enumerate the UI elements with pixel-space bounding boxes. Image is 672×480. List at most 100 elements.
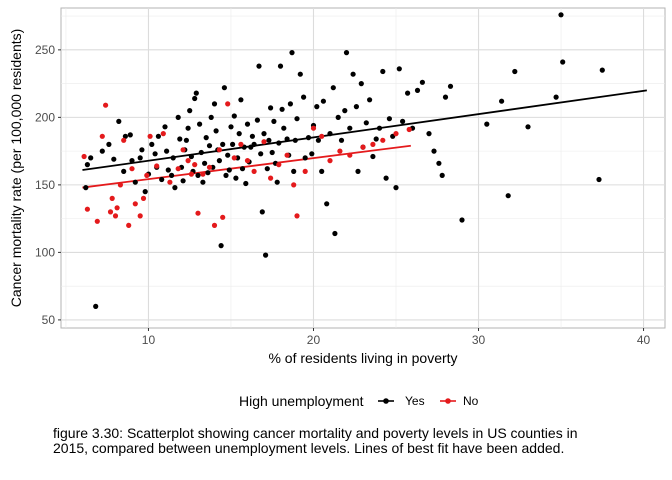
data-point-no [180,147,186,153]
data-point-yes [137,155,143,161]
y-tick-label: 100 [35,245,55,259]
data-point-yes [149,141,155,147]
data-point-no [360,144,366,150]
data-point-no [94,218,100,224]
data-point-yes [439,172,445,178]
data-point-yes [386,116,392,122]
data-point-yes [211,101,218,107]
data-point-no [231,155,237,161]
data-point-yes [164,148,170,154]
data-point-yes [226,167,232,173]
data-point-yes [281,125,287,131]
data-point-no [107,209,114,215]
data-point-yes [324,201,330,207]
data-point-yes [169,172,175,178]
data-point-yes [165,167,171,173]
data-points [81,12,605,309]
data-point-no [167,179,173,185]
data-point-yes [335,114,341,120]
data-point-yes [370,153,376,160]
data-point-no [291,182,297,188]
data-point-yes [202,160,208,166]
data-point-yes [244,121,251,127]
data-point-no [380,137,386,143]
data-point-yes [99,148,105,154]
data-point-yes [233,175,239,181]
data-point-yes [228,124,234,130]
data-point-yes [200,179,206,185]
y-tick-label: 200 [35,110,55,124]
y-tick-label: 150 [35,178,55,192]
data-point-yes [436,160,442,166]
data-point-yes [243,180,249,187]
data-point-yes [187,108,193,114]
y-tick-label: 250 [35,43,55,57]
data-point-yes [258,151,264,157]
data-point-yes [330,85,336,91]
data-point-no [132,201,138,207]
data-point-yes [193,90,199,96]
data-point-yes [236,131,242,137]
data-point-yes [315,137,321,143]
data-point-yes [350,71,356,77]
data-point-yes [230,141,236,147]
data-point-no [370,141,376,147]
data-point-yes [249,133,255,139]
data-point-yes [220,141,226,147]
data-point-no [121,137,127,143]
data-point-no [206,164,213,170]
data-point-yes [599,67,605,73]
data-point-yes [261,131,267,137]
data-point-yes [347,125,353,131]
data-point-no [211,222,218,228]
data-point-no [319,133,325,139]
data-point-no [244,158,251,164]
data-point-yes [111,156,117,162]
data-point-yes [188,153,194,160]
data-point-yes [309,151,315,157]
data-point-yes [380,68,386,75]
data-point-yes [256,63,262,69]
x-tick-label: 30 [472,333,486,347]
data-point-yes [302,155,308,161]
data-point-yes [279,106,285,112]
data-point-yes [291,168,297,174]
data-point-no [347,152,353,158]
data-point-yes [84,162,90,168]
data-point-yes [558,12,564,18]
data-point-yes [192,95,198,102]
data-point-yes [327,131,333,137]
data-point-yes [284,136,290,142]
data-point-no [327,158,333,164]
data-point-yes [338,137,345,143]
data-point-yes [122,133,128,139]
data-point-yes [195,172,201,178]
data-point-yes [426,131,432,137]
data-point-yes [132,179,138,185]
data-point-yes [93,303,99,309]
data-point-yes [319,168,325,174]
data-point-yes [139,147,145,153]
data-point-no [216,147,222,153]
data-point-yes [314,104,320,110]
legend: High unemployment Yes No [239,393,479,409]
data-point-no [129,166,135,172]
data-point-yes [442,94,449,100]
data-point-yes [320,98,326,104]
data-point-yes [218,243,224,249]
data-point-no [144,172,150,178]
data-point-yes [512,68,518,75]
data-point-yes [183,137,189,143]
data-point-no [406,126,412,133]
data-point-yes [263,252,269,258]
legend-title: High unemployment [239,393,364,409]
data-point-yes [367,97,373,103]
data-point-yes [238,97,244,103]
data-point-yes [106,141,112,147]
data-point-no [261,139,267,145]
data-point-no [81,153,87,160]
data-point-yes [294,116,300,122]
data-point-yes [259,209,265,215]
data-point-yes [297,71,303,77]
data-point-yes [223,172,229,178]
